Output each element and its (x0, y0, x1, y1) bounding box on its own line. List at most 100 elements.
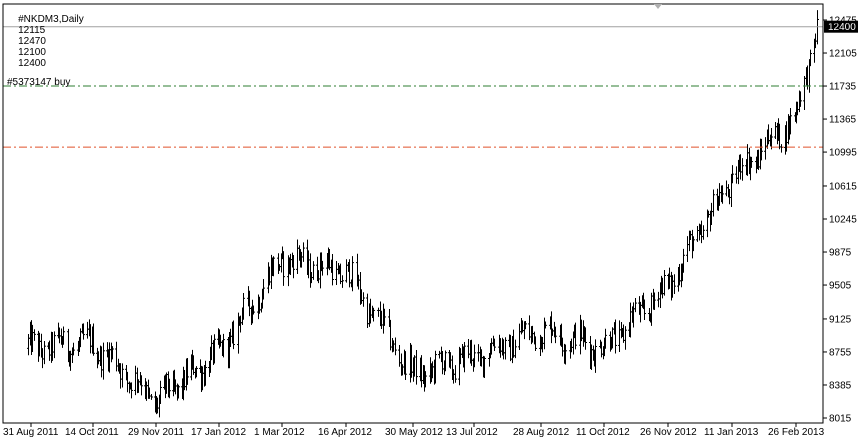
ohlc-bar (321, 260, 324, 276)
ohlc-bar (345, 259, 348, 283)
ohlc-bar (493, 338, 496, 351)
ohlc-bar (362, 292, 365, 307)
current-price-label: 12400 (828, 22, 856, 33)
ohlc-bar (735, 166, 738, 184)
ohlc-bar (750, 156, 753, 168)
ohlc-bar (72, 342, 75, 356)
ohlc-bar (140, 375, 143, 396)
ohlc-bar (134, 365, 137, 396)
ohlc-bar (789, 107, 792, 135)
x-tick-label: 1 Mar 2012 (254, 427, 305, 438)
high-value: 12470 (18, 36, 46, 47)
y-tick-label: 10615 (829, 181, 857, 192)
x-tick-label: 13 Jul 2012 (446, 427, 498, 438)
ohlc-bar (444, 350, 447, 372)
ohlc-bar (27, 334, 30, 356)
ohlc-bar (232, 320, 235, 350)
ohlc-bar (262, 278, 265, 300)
ohlc-bar (331, 254, 334, 286)
ohlc-bar (115, 341, 118, 372)
ohlc-bar (222, 333, 225, 358)
ohlc-bar (504, 337, 507, 360)
ohlc-bar (82, 323, 85, 340)
ohlc-bar (524, 321, 527, 330)
x-tick-label: 14 Oct 2011 (65, 427, 119, 438)
x-tick-label: 11 Oct 2012 (576, 427, 630, 438)
ohlc-bar (252, 305, 255, 315)
ohlc-bar (653, 292, 656, 311)
ohlc-bar (760, 138, 763, 161)
ohlc-bar (473, 344, 476, 368)
ohlc-bar (816, 10, 819, 45)
ohlc-bar (803, 75, 806, 110)
x-tick-label: 16 Apr 2012 (318, 427, 372, 438)
ohlc-bar (102, 342, 105, 380)
ohlc-bar (634, 298, 637, 313)
ohlc-bar (799, 91, 802, 107)
ohlc-bar (483, 356, 486, 378)
ohlc-bar (604, 328, 607, 349)
price-levels: 12400 (3, 20, 858, 148)
x-tick-label: 26 Nov 2012 (640, 427, 697, 438)
x-tick-label: 17 Jan 2012 (191, 427, 246, 438)
ohlc-bar (741, 158, 744, 181)
ohlc-bar (394, 337, 397, 356)
ohlc-bar (53, 331, 56, 359)
x-tick-label: 11 Jan 2013 (704, 427, 759, 438)
ohlc-bar (809, 49, 812, 67)
ohlc-bar (584, 327, 587, 350)
ohlc-bar (692, 236, 695, 252)
ohlc-bar (518, 323, 521, 351)
ohlc-bar (614, 319, 617, 354)
x-tick-label: 30 May 2012 (385, 427, 443, 438)
ohlc-bar (657, 291, 660, 308)
ohlc-bar (312, 261, 315, 280)
low-value: 12100 (18, 47, 46, 58)
ohlc-bar (335, 261, 338, 285)
ohlc-bar (159, 380, 162, 404)
ohlc-bar (204, 360, 207, 386)
ohlc-bar (130, 382, 133, 399)
ohlc-bar (272, 256, 275, 277)
ohlc-bar (643, 299, 646, 320)
ohlc-bar (564, 344, 567, 365)
symbol-info: #NKDM3,Daily 12115 12470 12100 12400 (7, 3, 88, 80)
ohlc-bar (292, 255, 295, 279)
ohlc-bar (434, 350, 437, 384)
ohlc-bar (780, 144, 783, 153)
x-tick-label: 26 Feb 2013 (768, 427, 825, 438)
chart-shift-marker-icon[interactable] (654, 4, 662, 9)
axes: 12475 12105 11735 11365 10995 10615 10245 9875 9… (2, 3, 857, 438)
ohlc-bar (544, 321, 547, 329)
y-tick-label: 9875 (829, 248, 852, 259)
ohlc-bar (725, 180, 728, 197)
ohlc-bar (686, 236, 689, 263)
ohlc-bar (302, 242, 305, 262)
ohlc-bar (463, 341, 466, 373)
x-tick-label: 28 Aug 2012 (513, 427, 570, 438)
close-value: 12400 (18, 58, 46, 69)
x-tick-label: 31 Aug 2011 (3, 427, 59, 438)
ohlc-bar (618, 320, 621, 352)
y-tick-label: 11365 (829, 115, 857, 126)
x-tick-label: 29 Nov 2011 (128, 427, 184, 438)
symbol-name: #NKDM3,Daily (18, 14, 84, 25)
ohlc-bar (242, 293, 245, 320)
ohlc-bar (92, 323, 95, 356)
ohlc-bar (86, 321, 89, 339)
ohlc-bar (712, 189, 715, 217)
ohlc-bar (554, 326, 557, 344)
ohlc-bar (62, 326, 65, 345)
ohlc-bar (454, 365, 457, 383)
ohlc-bar (424, 371, 427, 388)
ohlc-bar (150, 393, 153, 400)
ohlc-bar (33, 329, 36, 341)
current-price-marker (824, 20, 858, 33)
y-tick-label: 12105 (829, 49, 857, 60)
ohlc-bar (467, 339, 470, 359)
ohlc-bar (168, 378, 171, 399)
ohlc-bar (126, 371, 129, 393)
ohlc-bar (213, 334, 216, 364)
